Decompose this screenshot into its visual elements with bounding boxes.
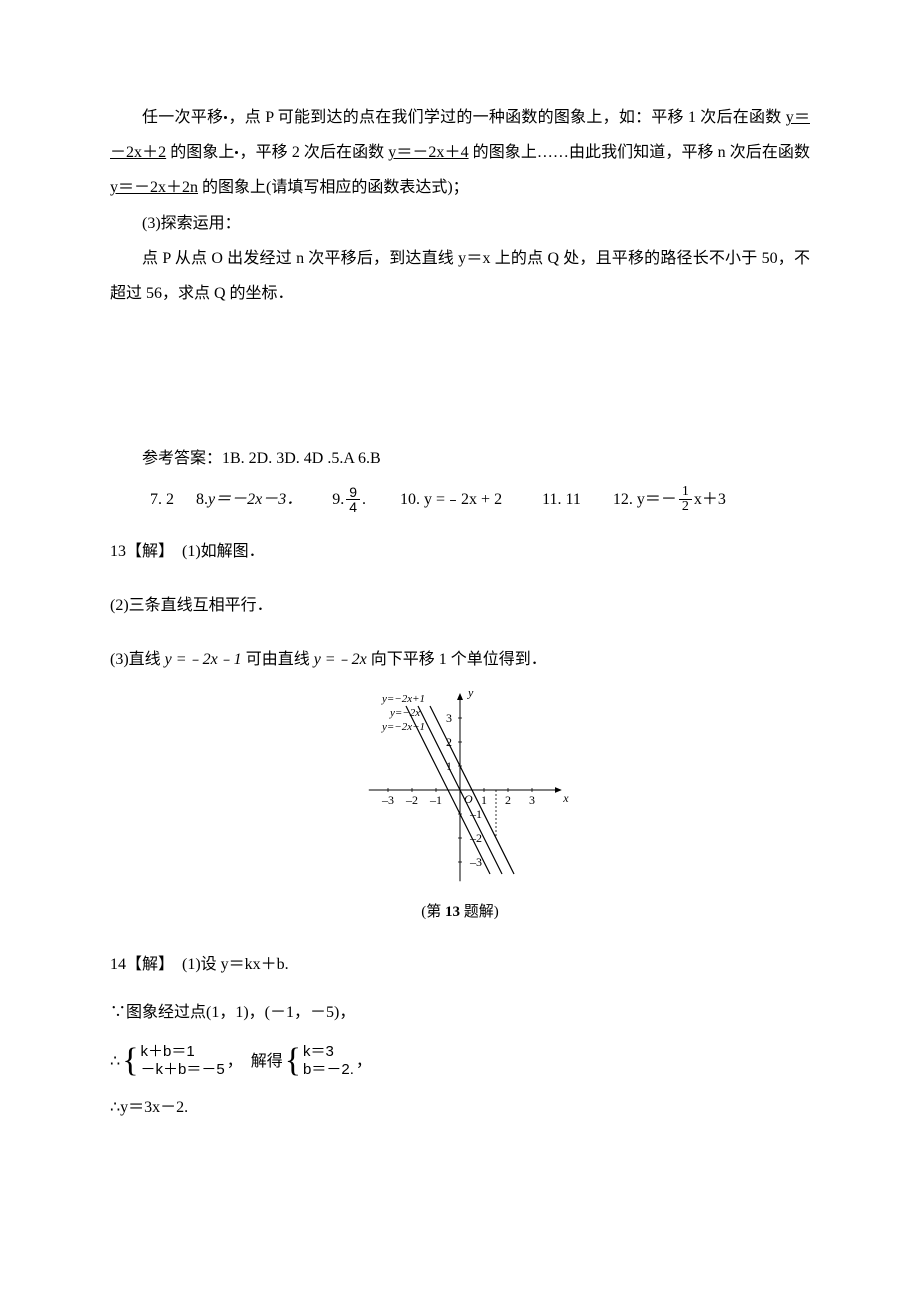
ans-9-frac: 9 4 (346, 485, 360, 515)
p1-b: ，点 P 可能到达的点在我们学过的一种函数的图象上，如：平移 1 次后在函数 (228, 109, 786, 126)
q14-sys1-r1: k＋b＝1 (141, 1043, 225, 1062)
q14-sys2-r1: k＝3 (303, 1043, 354, 1062)
svg-text:–3: –3 (469, 855, 482, 869)
q13-l3-b: 可由直线 (242, 651, 314, 668)
q14-solution: 14【解】 (1)设 y＝kx＋b. ∵图象经过点(1，1)，(－1，－5)， … (110, 949, 810, 1125)
ans-9-pre: 9. (332, 482, 344, 517)
answers-row-2: 7. 2 8. y＝－2x－3． 9. 9 4 . 10. y =﹣2x + 2… (110, 482, 810, 517)
p1-a: 任一次平移 (142, 109, 223, 126)
svg-text:y=−2x+1: y=−2x+1 (381, 693, 425, 705)
q14-sys1: { k＋b＝1 －k＋b＝－5 (122, 1043, 225, 1081)
problem-paragraph-2: (3)探索运用： (110, 206, 810, 241)
svg-text:–1: –1 (469, 807, 482, 821)
svg-text:y=−2x: y=−2x (389, 707, 420, 719)
q13-l1: 13【解】 (1)如解图． (110, 536, 810, 568)
q13-caption: (第 13 题解) (110, 896, 810, 929)
p1-u3: y＝－2x＋2n (110, 179, 198, 196)
svg-text:x: x (562, 791, 569, 805)
q13-solution: 13【解】 (1)如解图． (2)三条直线互相平行． (3)直线 y =﹣2x﹣… (110, 536, 810, 676)
brace-icon: { (122, 1044, 138, 1078)
q13-l3-eq1: y =﹣2x﹣1 (165, 651, 242, 668)
ans-12-num: 1 (679, 485, 692, 501)
problem-paragraph-3: 点 P 从点 O 出发经过 n 次平移后，到达直线 y＝x 上的点 Q 处，且平… (110, 241, 810, 311)
q13-l3-a: (3)直线 (110, 651, 165, 668)
q14-tail: ， (356, 1044, 372, 1079)
problem-paragraph-1: 任一次平移 ，点 P 可能到达的点在我们学过的一种函数的图象上，如：平移 1 次后… (110, 100, 810, 206)
svg-text:3: 3 (446, 711, 452, 725)
q14-l4: ∴y＝3x－2. (110, 1092, 810, 1124)
p1-f: 的图象上(请填写相应的函数表达式)； (198, 179, 469, 196)
ans-8-eq: y＝－2x－3． (208, 482, 302, 517)
q14-l2: ∵图象经过点(1，1)，(－1，－5)， (110, 997, 810, 1029)
q14-system-line: ∴ { k＋b＝1 －k＋b＝－5 ， 解得 { k＝3 b＝－2. ， (110, 1043, 810, 1081)
q13-l3: (3)直线 y =﹣2x﹣1 可由直线 y =﹣2x 向下平移 1 个单位得到． (110, 644, 810, 676)
ans-12-den: 2 (679, 500, 692, 515)
ans-12-frac: 1 2 (679, 485, 692, 515)
svg-text:–1: –1 (429, 793, 442, 807)
ans-12-post: x＋3 (694, 482, 726, 517)
q13-caption-text: (第 13 题解) (421, 904, 499, 920)
q13-graph-wrap: –3–2–1123–3–2–1123xyOy=−2x+1y=−2xy=−2x−1 (110, 690, 810, 890)
svg-text:3: 3 (529, 793, 535, 807)
svg-text:–2: –2 (405, 793, 418, 807)
ans-9-num: 9 (346, 485, 360, 501)
dot (224, 116, 227, 119)
p1-d: ，平移 2 次后在函数 (239, 144, 388, 161)
q14-mid: ， 解得 (227, 1044, 283, 1079)
svg-text:–2: –2 (469, 831, 482, 845)
svg-text:O: O (464, 792, 473, 806)
svg-text:y=−2x−1: y=−2x−1 (381, 721, 425, 733)
svg-text:2: 2 (505, 793, 511, 807)
ans-9-den: 4 (346, 500, 360, 515)
q14-sys1-r2: －k＋b＝－5 (141, 1061, 225, 1080)
ans-11: 11. 11 (542, 482, 581, 517)
q14-sys2-r2: b＝－2. (303, 1061, 354, 1080)
q14-sys2: { k＝3 b＝－2. (285, 1043, 354, 1081)
p1-e: 的图象上……由此我们知道，平移 n 次后在函数 (469, 144, 810, 161)
p1-u2: y＝－2x＋4 (388, 144, 468, 161)
brace-icon: { (285, 1044, 301, 1078)
svg-text:–3: –3 (381, 793, 394, 807)
p1-c: 的图象上 (166, 144, 234, 161)
svg-text:1: 1 (481, 793, 487, 807)
answers-header: 参考答案：1B. 2D. 3D. 4D .5.A 6.B (110, 441, 810, 476)
q14-l1: 14【解】 (1)设 y＝kx＋b. (110, 949, 810, 981)
ans-9-post: . (362, 482, 366, 517)
svg-text:y: y (467, 690, 474, 699)
q13-l3-c: 向下平移 1 个单位得到． (367, 651, 547, 668)
ans-7: 7. 2 (150, 482, 174, 517)
q13-graph: –3–2–1123–3–2–1123xyOy=−2x+1y=−2xy=−2x−1 (345, 690, 575, 890)
ans-8-pre: 8. (196, 482, 208, 517)
ans-10: 10. y =﹣2x + 2 (400, 482, 502, 517)
ans-12-pre: 12. y＝－ (613, 482, 677, 517)
therefore: ∴ (110, 1044, 120, 1079)
q13-l3-eq2: y =﹣2x (314, 651, 367, 668)
q13-l2: (2)三条直线互相平行． (110, 590, 810, 622)
